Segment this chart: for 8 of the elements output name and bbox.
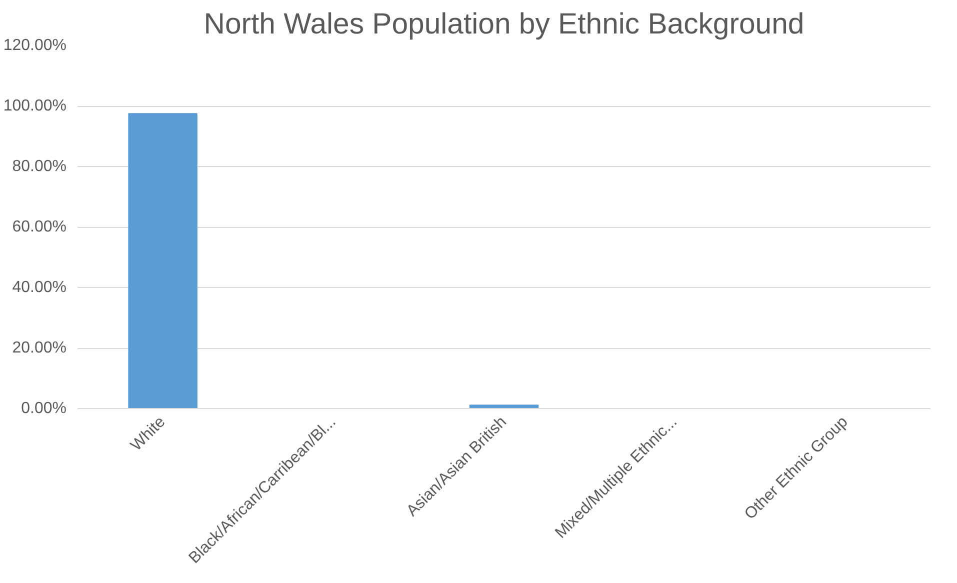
y-tick-label: 100.00% <box>3 98 67 114</box>
chart-title: North Wales Population by Ethnic Background <box>204 8 804 40</box>
y-tick-label: 60.00% <box>12 218 66 236</box>
y-tick-label: 40.00% <box>12 279 66 296</box>
y-tick-label: 20.00% <box>12 340 66 356</box>
y-tick-label: 80.00% <box>12 158 66 175</box>
y-tick-label: 120.00% <box>3 37 67 54</box>
y-tick-label: 0.00% <box>21 400 67 417</box>
